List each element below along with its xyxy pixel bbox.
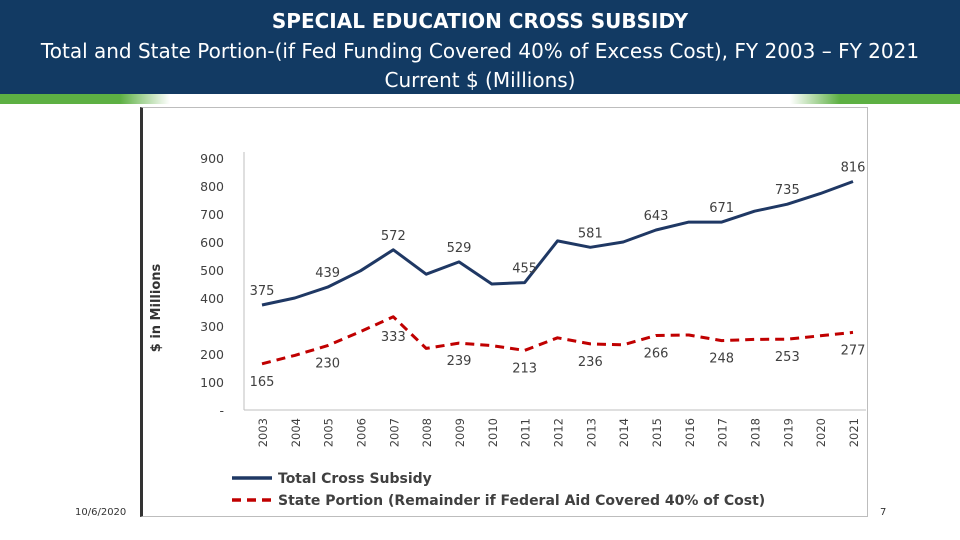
x-tick-label: 2005: [322, 418, 336, 447]
y-tick-label: 200: [200, 347, 224, 362]
data-label: 266: [644, 347, 669, 362]
data-label: 236: [578, 355, 603, 370]
x-tick-label: 2011: [519, 418, 533, 447]
x-tick-label: 2004: [289, 418, 303, 447]
y-tick-label: 700: [200, 207, 224, 222]
data-label: 253: [775, 350, 800, 365]
x-tick-label: 2015: [650, 418, 664, 447]
data-label: 277: [841, 343, 866, 358]
chart-axes: - 100 200 300 400 500 600 700 800 900 $ in Million…: [149, 151, 866, 447]
y-tick-label: 400: [200, 291, 224, 306]
y-tick-label: 500: [200, 263, 224, 278]
data-label: 581: [578, 226, 603, 241]
data-label: 572: [381, 229, 406, 244]
data-label: 213: [512, 361, 537, 376]
x-tick-label: 2008: [420, 418, 434, 447]
legend-label-1: State Portion (Remainder if Federal Aid …: [278, 493, 765, 509]
x-tick-label: 2013: [584, 418, 598, 447]
x-tick-label: 2017: [716, 418, 730, 447]
data-label: 239: [447, 354, 472, 369]
data-label: 439: [315, 266, 340, 281]
data-label: 455: [512, 262, 537, 277]
x-tick-label: 2007: [387, 418, 401, 447]
data-label: 333: [381, 330, 406, 345]
slide-title: SPECIAL EDUCATION CROSS SUBSIDY: [271, 9, 689, 33]
y-tick-label: 800: [200, 179, 224, 194]
data-label: 735: [775, 183, 800, 198]
data-label: 816: [841, 161, 866, 176]
chart-series: [261, 180, 854, 366]
series-line-0: [261, 180, 854, 307]
series-line-1: [261, 315, 854, 366]
x-tick-label: 2018: [749, 418, 763, 447]
y-tick-label: -: [219, 403, 224, 418]
data-label: 165: [250, 375, 275, 390]
data-label: 643: [644, 209, 669, 224]
chart-frame: [140, 107, 868, 517]
accent-bar: [0, 94, 960, 104]
data-label: 230: [315, 357, 340, 372]
data-label: 375: [250, 284, 275, 299]
x-tick-label: 2010: [486, 418, 500, 447]
x-tick-label: 2014: [617, 418, 631, 447]
y-tick-label: 100: [200, 375, 224, 390]
x-tick-label: 2003: [256, 418, 270, 447]
slide-subtitle: Total and State Portion-(if Fed Funding …: [40, 39, 920, 63]
slide-header: SPECIAL EDUCATION CROSS SUBSIDY Total an…: [0, 0, 960, 94]
y-tick-label: 300: [200, 319, 224, 334]
data-label: 671: [709, 201, 734, 216]
data-label: 248: [709, 352, 734, 367]
footer-date: 10/6/2020: [75, 507, 127, 518]
x-tick-label: 2019: [781, 418, 795, 447]
chart-data-labels: 375 439 572 529 455 581 643 671 735 816 165 230 333 2…: [250, 161, 866, 390]
x-tick-label: 2009: [453, 418, 467, 447]
y-tick-label: 600: [200, 235, 224, 250]
chart-legend: Total Cross Subsidy State Portion (Remain…: [232, 471, 765, 509]
x-tick-label: 2012: [552, 418, 566, 447]
x-tick-label: 2016: [683, 418, 697, 447]
data-label: 529: [447, 241, 472, 256]
x-tick-label: 2021: [847, 418, 861, 447]
y-axis-title: $ in Millions: [149, 263, 164, 352]
footer-page-number: 7: [880, 507, 887, 518]
y-tick-label: 900: [200, 151, 224, 166]
legend-label-0: Total Cross Subsidy: [278, 471, 432, 487]
x-tick-label: 2020: [814, 418, 828, 447]
slide-subtitle-units: Current $ (Millions): [384, 68, 576, 92]
x-tick-label: 2006: [355, 418, 369, 447]
